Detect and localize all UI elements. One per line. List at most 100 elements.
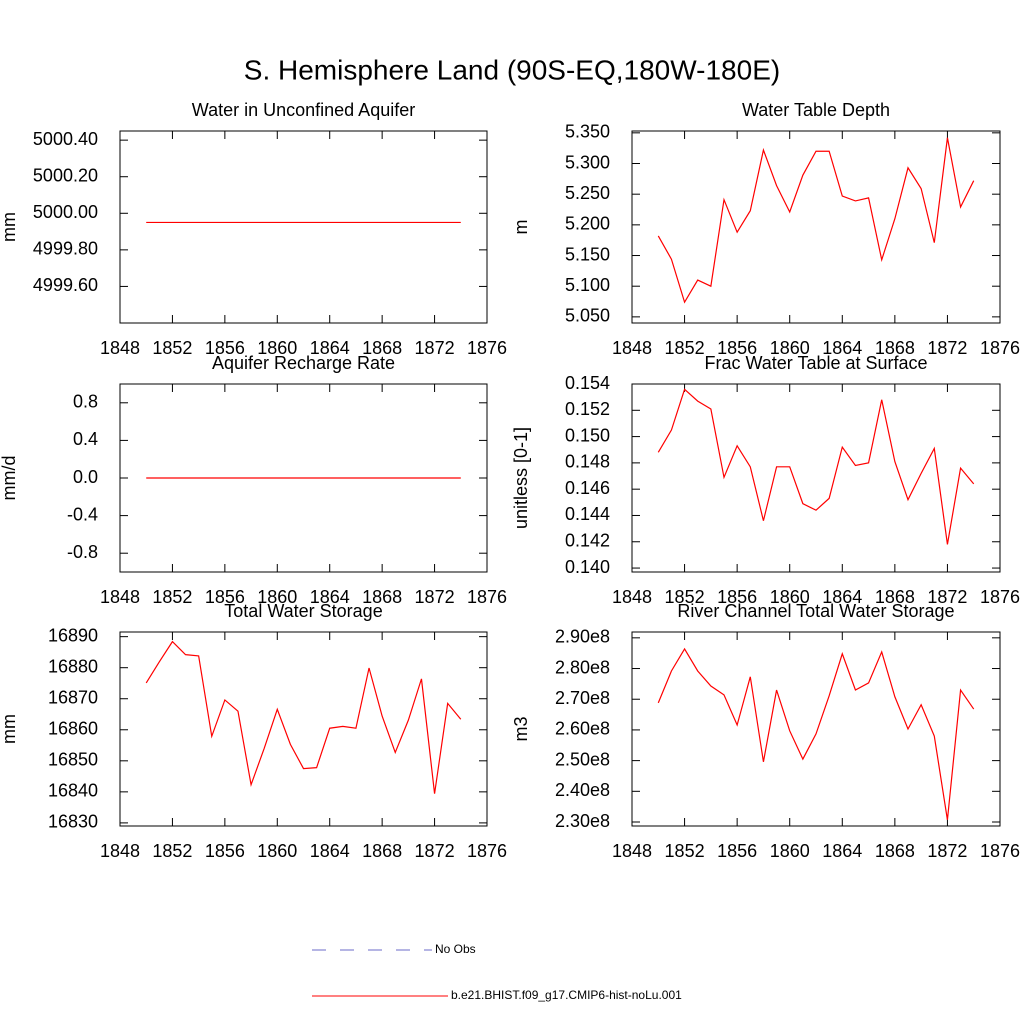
- x-tick-label: 1860: [257, 841, 297, 861]
- x-tick-label: 1864: [822, 587, 862, 607]
- plot-frame: [119, 130, 488, 324]
- legend-label: No Obs: [435, 942, 476, 956]
- panel-title: Frac Water Table at Surface: [704, 353, 927, 373]
- y-tick-label: 5.200: [565, 214, 610, 234]
- x-tick-label: 1852: [665, 587, 705, 607]
- y-tick-label: 16830: [48, 812, 98, 832]
- x-tick-label: 1864: [310, 841, 350, 861]
- x-tick-label: 1872: [927, 338, 967, 358]
- y-tick-label: 0.140: [565, 557, 610, 577]
- y-tick-label: 5000.20: [33, 165, 98, 185]
- x-tick-label: 1860: [770, 841, 810, 861]
- y-axis-label: mm: [0, 714, 19, 744]
- y-tick-label: 0.148: [565, 452, 610, 472]
- y-tick-label: 5.250: [565, 183, 610, 203]
- x-tick-label: 1848: [100, 338, 140, 358]
- data-line: [657, 137, 975, 304]
- y-tick-label: 2.60e8: [555, 719, 610, 739]
- y-tick-label: 16870: [48, 687, 98, 707]
- x-tick-label: 1868: [362, 841, 402, 861]
- x-tick-label: 1860: [770, 338, 810, 358]
- x-tick-label: 1852: [665, 338, 705, 358]
- x-tick-label: 1868: [875, 841, 915, 861]
- x-tick-label: 1868: [875, 338, 915, 358]
- y-tick-label: 16840: [48, 781, 98, 801]
- x-tick-label: 1848: [100, 587, 140, 607]
- x-tick-label: 1856: [205, 338, 245, 358]
- panel-title: River Channel Total Water Storage: [677, 601, 954, 621]
- x-tick-label: 1876: [980, 587, 1020, 607]
- x-tick-label: 1864: [310, 338, 350, 358]
- data-line: [145, 640, 462, 794]
- y-axis-label: mm/d: [0, 456, 19, 501]
- x-tick-label: 1856: [717, 338, 757, 358]
- panel-title: Total Water Storage: [224, 601, 382, 621]
- y-tick-label: 5.150: [565, 244, 610, 264]
- x-tick-label: 1872: [415, 841, 455, 861]
- panel-title: Water Table Depth: [742, 100, 890, 120]
- x-tick-label: 1856: [205, 841, 245, 861]
- x-tick-label: 1856: [205, 587, 245, 607]
- figure-title: S. Hemisphere Land (90S-EQ,180W-180E): [244, 54, 780, 85]
- y-tick-label: 0.150: [565, 425, 610, 445]
- y-tick-label: 0.154: [565, 373, 610, 393]
- y-tick-label: -0.4: [67, 504, 98, 524]
- y-tick-label: 5.050: [565, 306, 610, 326]
- panel-title: Water in Unconfined Aquifer: [192, 100, 415, 120]
- y-tick-label: 2.80e8: [555, 657, 610, 677]
- x-tick-label: 1864: [822, 841, 862, 861]
- x-tick-label: 1876: [467, 587, 507, 607]
- y-tick-label: 2.50e8: [555, 749, 610, 769]
- x-tick-label: 1852: [152, 338, 192, 358]
- x-tick-label: 1848: [612, 841, 652, 861]
- y-axis-label: mm: [0, 212, 19, 242]
- x-tick-label: 1876: [980, 841, 1020, 861]
- x-tick-label: 1852: [665, 841, 705, 861]
- plot-frame: [631, 631, 1001, 827]
- y-tick-label: 0.146: [565, 478, 610, 498]
- x-tick-label: 1852: [152, 841, 192, 861]
- x-tick-label: 1860: [257, 338, 297, 358]
- plot-frame: [631, 383, 1001, 573]
- y-tick-label: 0.4: [73, 429, 98, 449]
- plot-frame: [119, 631, 488, 827]
- y-tick-label: 16890: [48, 625, 98, 645]
- x-tick-label: 1848: [100, 841, 140, 861]
- plot-frame: [631, 130, 1001, 324]
- data-line: [657, 647, 975, 820]
- x-tick-label: 1852: [152, 587, 192, 607]
- x-tick-label: 1864: [310, 587, 350, 607]
- y-tick-label: 5.100: [565, 275, 610, 295]
- y-tick-label: 4999.80: [33, 239, 98, 259]
- y-tick-label: 5.350: [565, 122, 610, 142]
- x-tick-label: 1872: [415, 587, 455, 607]
- y-tick-label: 16850: [48, 750, 98, 770]
- y-tick-label: 2.30e8: [555, 811, 610, 831]
- y-tick-label: 0.8: [73, 392, 98, 412]
- y-axis-label: unitless [0-1]: [511, 427, 531, 529]
- y-tick-label: 2.40e8: [555, 780, 610, 800]
- x-tick-label: 1856: [717, 587, 757, 607]
- y-tick-label: -0.8: [67, 542, 98, 562]
- y-axis-label: m: [511, 220, 531, 235]
- x-tick-label: 1872: [927, 841, 967, 861]
- y-axis-label: m3: [511, 716, 531, 741]
- y-tick-label: 5000.00: [33, 202, 98, 222]
- y-tick-label: 4999.60: [33, 275, 98, 295]
- y-tick-label: 16860: [48, 719, 98, 739]
- legend-label: b.e21.BHIST.f09_g17.CMIP6-hist-noLu.001: [451, 988, 682, 1002]
- x-tick-label: 1856: [717, 841, 757, 861]
- x-tick-label: 1876: [980, 338, 1020, 358]
- x-tick-label: 1876: [467, 338, 507, 358]
- x-tick-label: 1868: [875, 587, 915, 607]
- y-tick-label: 0.142: [565, 531, 610, 551]
- y-tick-label: 5000.40: [33, 129, 98, 149]
- x-tick-label: 1872: [927, 587, 967, 607]
- y-tick-label: 0.0: [73, 467, 98, 487]
- y-tick-label: 0.152: [565, 399, 610, 419]
- x-tick-label: 1848: [612, 338, 652, 358]
- x-tick-label: 1864: [822, 338, 862, 358]
- data-line: [657, 388, 975, 545]
- y-tick-label: 5.300: [565, 152, 610, 172]
- x-tick-label: 1868: [362, 338, 402, 358]
